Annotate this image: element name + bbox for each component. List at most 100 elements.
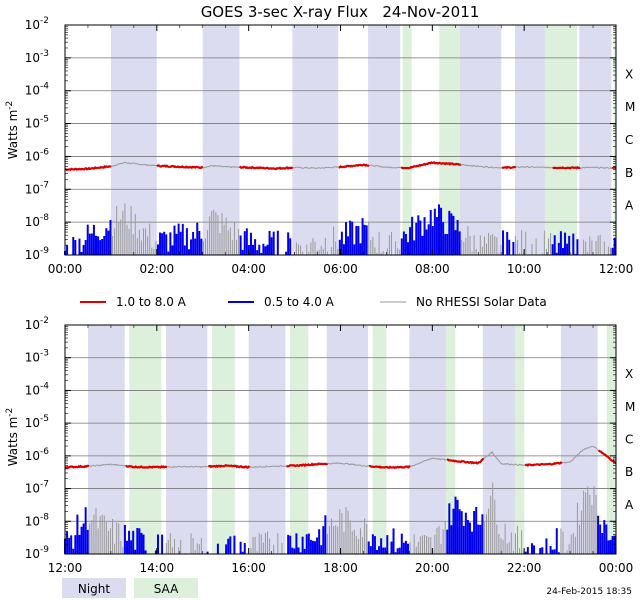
flare-class-C: C [625, 133, 633, 147]
y-tick-label: 10-8 [25, 213, 50, 229]
long-series-nodata [292, 166, 339, 170]
flare-class-M: M [625, 400, 635, 414]
saa-band [613, 25, 616, 255]
night-band [459, 25, 502, 255]
grid-bottom [65, 357, 616, 522]
y-tick-exp: -8 [40, 213, 49, 223]
y-axis-ticks-bottom: 10-210-310-410-510-610-710-810-9 [25, 316, 616, 561]
legend-long-label: 1.0 to 8.0 A [116, 295, 187, 309]
y-tick-base: 10 [25, 351, 40, 365]
long-series-nodata [483, 450, 526, 466]
night-band [579, 25, 612, 255]
y-tick-exp: -3 [40, 349, 49, 359]
saa-band [606, 325, 616, 554]
x-tick-label: 04:00 [231, 262, 266, 276]
night-band [110, 25, 157, 255]
y-tick-label: 10-4 [25, 82, 50, 98]
long-series-line [338, 163, 370, 169]
night-band [248, 325, 286, 554]
y-tick-label: 10-9 [25, 246, 50, 262]
y-tick-label: 10-3 [25, 49, 49, 65]
y-tick-exp: -6 [40, 447, 49, 457]
y-tick-label: 10-6 [25, 147, 50, 163]
long-series-line [524, 461, 563, 467]
y-tick-exp: -2 [40, 316, 49, 326]
x-tick-label: 20:00 [415, 561, 450, 575]
y-tick-exp: -7 [40, 480, 49, 490]
y-tick-label: 10-3 [25, 349, 49, 365]
y-tick-base: 10 [25, 514, 40, 528]
chart-title: GOES 3-sec X-ray Flux 24-Nov-2011 [201, 3, 480, 21]
y-axis-label-bottom: Watts m-2 [5, 408, 20, 467]
saa-bands-bottom [129, 325, 616, 554]
long-series-line [286, 462, 329, 468]
flare-class-X: X [625, 367, 633, 381]
night-band [368, 25, 401, 255]
y-tick-label: 10-2 [25, 16, 49, 32]
y-tick-base: 10 [25, 18, 40, 32]
flare-class-labels-top: X M C B A [625, 67, 635, 212]
x-tick-label: 14:00 [140, 561, 175, 575]
y-tick-exp: -9 [40, 246, 49, 256]
saa-key-label: SAA [154, 582, 179, 596]
ylabel-text-bottom: Watts m [6, 417, 20, 467]
long-series-nodata [249, 464, 287, 469]
long-series-line [64, 464, 90, 469]
x-tick-label: 02:00 [140, 262, 175, 276]
y-tick-base: 10 [25, 547, 40, 561]
long-series-line [400, 161, 462, 170]
y-tick-exp: -2 [40, 16, 49, 26]
y-tick-base: 10 [25, 449, 40, 463]
saa-bands-top [402, 25, 616, 255]
y-tick-exp: -7 [40, 180, 49, 190]
long-series-line [368, 464, 411, 470]
y-tick-exp: -5 [40, 414, 49, 424]
y-tick-base: 10 [25, 51, 40, 65]
night-band [326, 325, 369, 554]
long-series-line [208, 463, 251, 470]
ylabel-sup-bottom: -2 [5, 408, 15, 417]
long-series-nodata [110, 161, 158, 167]
long-series-nodata [515, 166, 553, 169]
nodata-trace-bottom [88, 445, 599, 554]
y-tick-exp: -6 [40, 147, 49, 157]
night-band [202, 25, 240, 255]
x-tick-label: 00:00 [48, 262, 83, 276]
x-tick-label: 10:00 [507, 262, 542, 276]
saa-band [439, 25, 460, 255]
long-series-top [64, 161, 617, 172]
y-tick-label: 10-4 [25, 381, 50, 397]
flare-class-A: A [625, 199, 634, 213]
saa-band [129, 325, 162, 554]
y-tick-exp: -4 [40, 82, 49, 92]
long-series-line [501, 165, 517, 170]
saa-band [514, 325, 525, 554]
y-tick-label: 10-6 [25, 447, 50, 463]
x-tick-label: 16:00 [231, 561, 266, 575]
night-band [166, 325, 208, 554]
y-tick-base: 10 [25, 318, 40, 332]
ylabel-sup-top: -2 [5, 101, 15, 110]
night-key-swatch [62, 578, 126, 598]
legend-nodata-label: No RHESSI Solar Data [416, 295, 547, 309]
y-tick-label: 10-5 [25, 414, 49, 430]
long-series-line [156, 164, 204, 170]
saa-band [446, 325, 456, 554]
y-tick-base: 10 [25, 482, 40, 496]
x-tick-label: 18:00 [323, 561, 358, 575]
long-series-line [125, 464, 168, 469]
y-tick-base: 10 [25, 84, 40, 98]
long-series-nodata [460, 163, 503, 169]
y-tick-exp: -5 [40, 115, 49, 125]
y-tick-label: 10-7 [25, 180, 49, 196]
y-tick-exp: -8 [40, 512, 49, 522]
saa-band [372, 325, 387, 554]
night-key-label: Night [78, 582, 111, 596]
generated-timestamp: 24-Feb-2015 18:35 [546, 587, 632, 597]
y-tick-exp: -4 [40, 381, 49, 391]
y-tick-label: 10-8 [25, 512, 50, 528]
long-series-nodata [88, 463, 126, 468]
y-tick-exp: -9 [40, 545, 49, 555]
y-tick-exp: -3 [40, 49, 49, 59]
